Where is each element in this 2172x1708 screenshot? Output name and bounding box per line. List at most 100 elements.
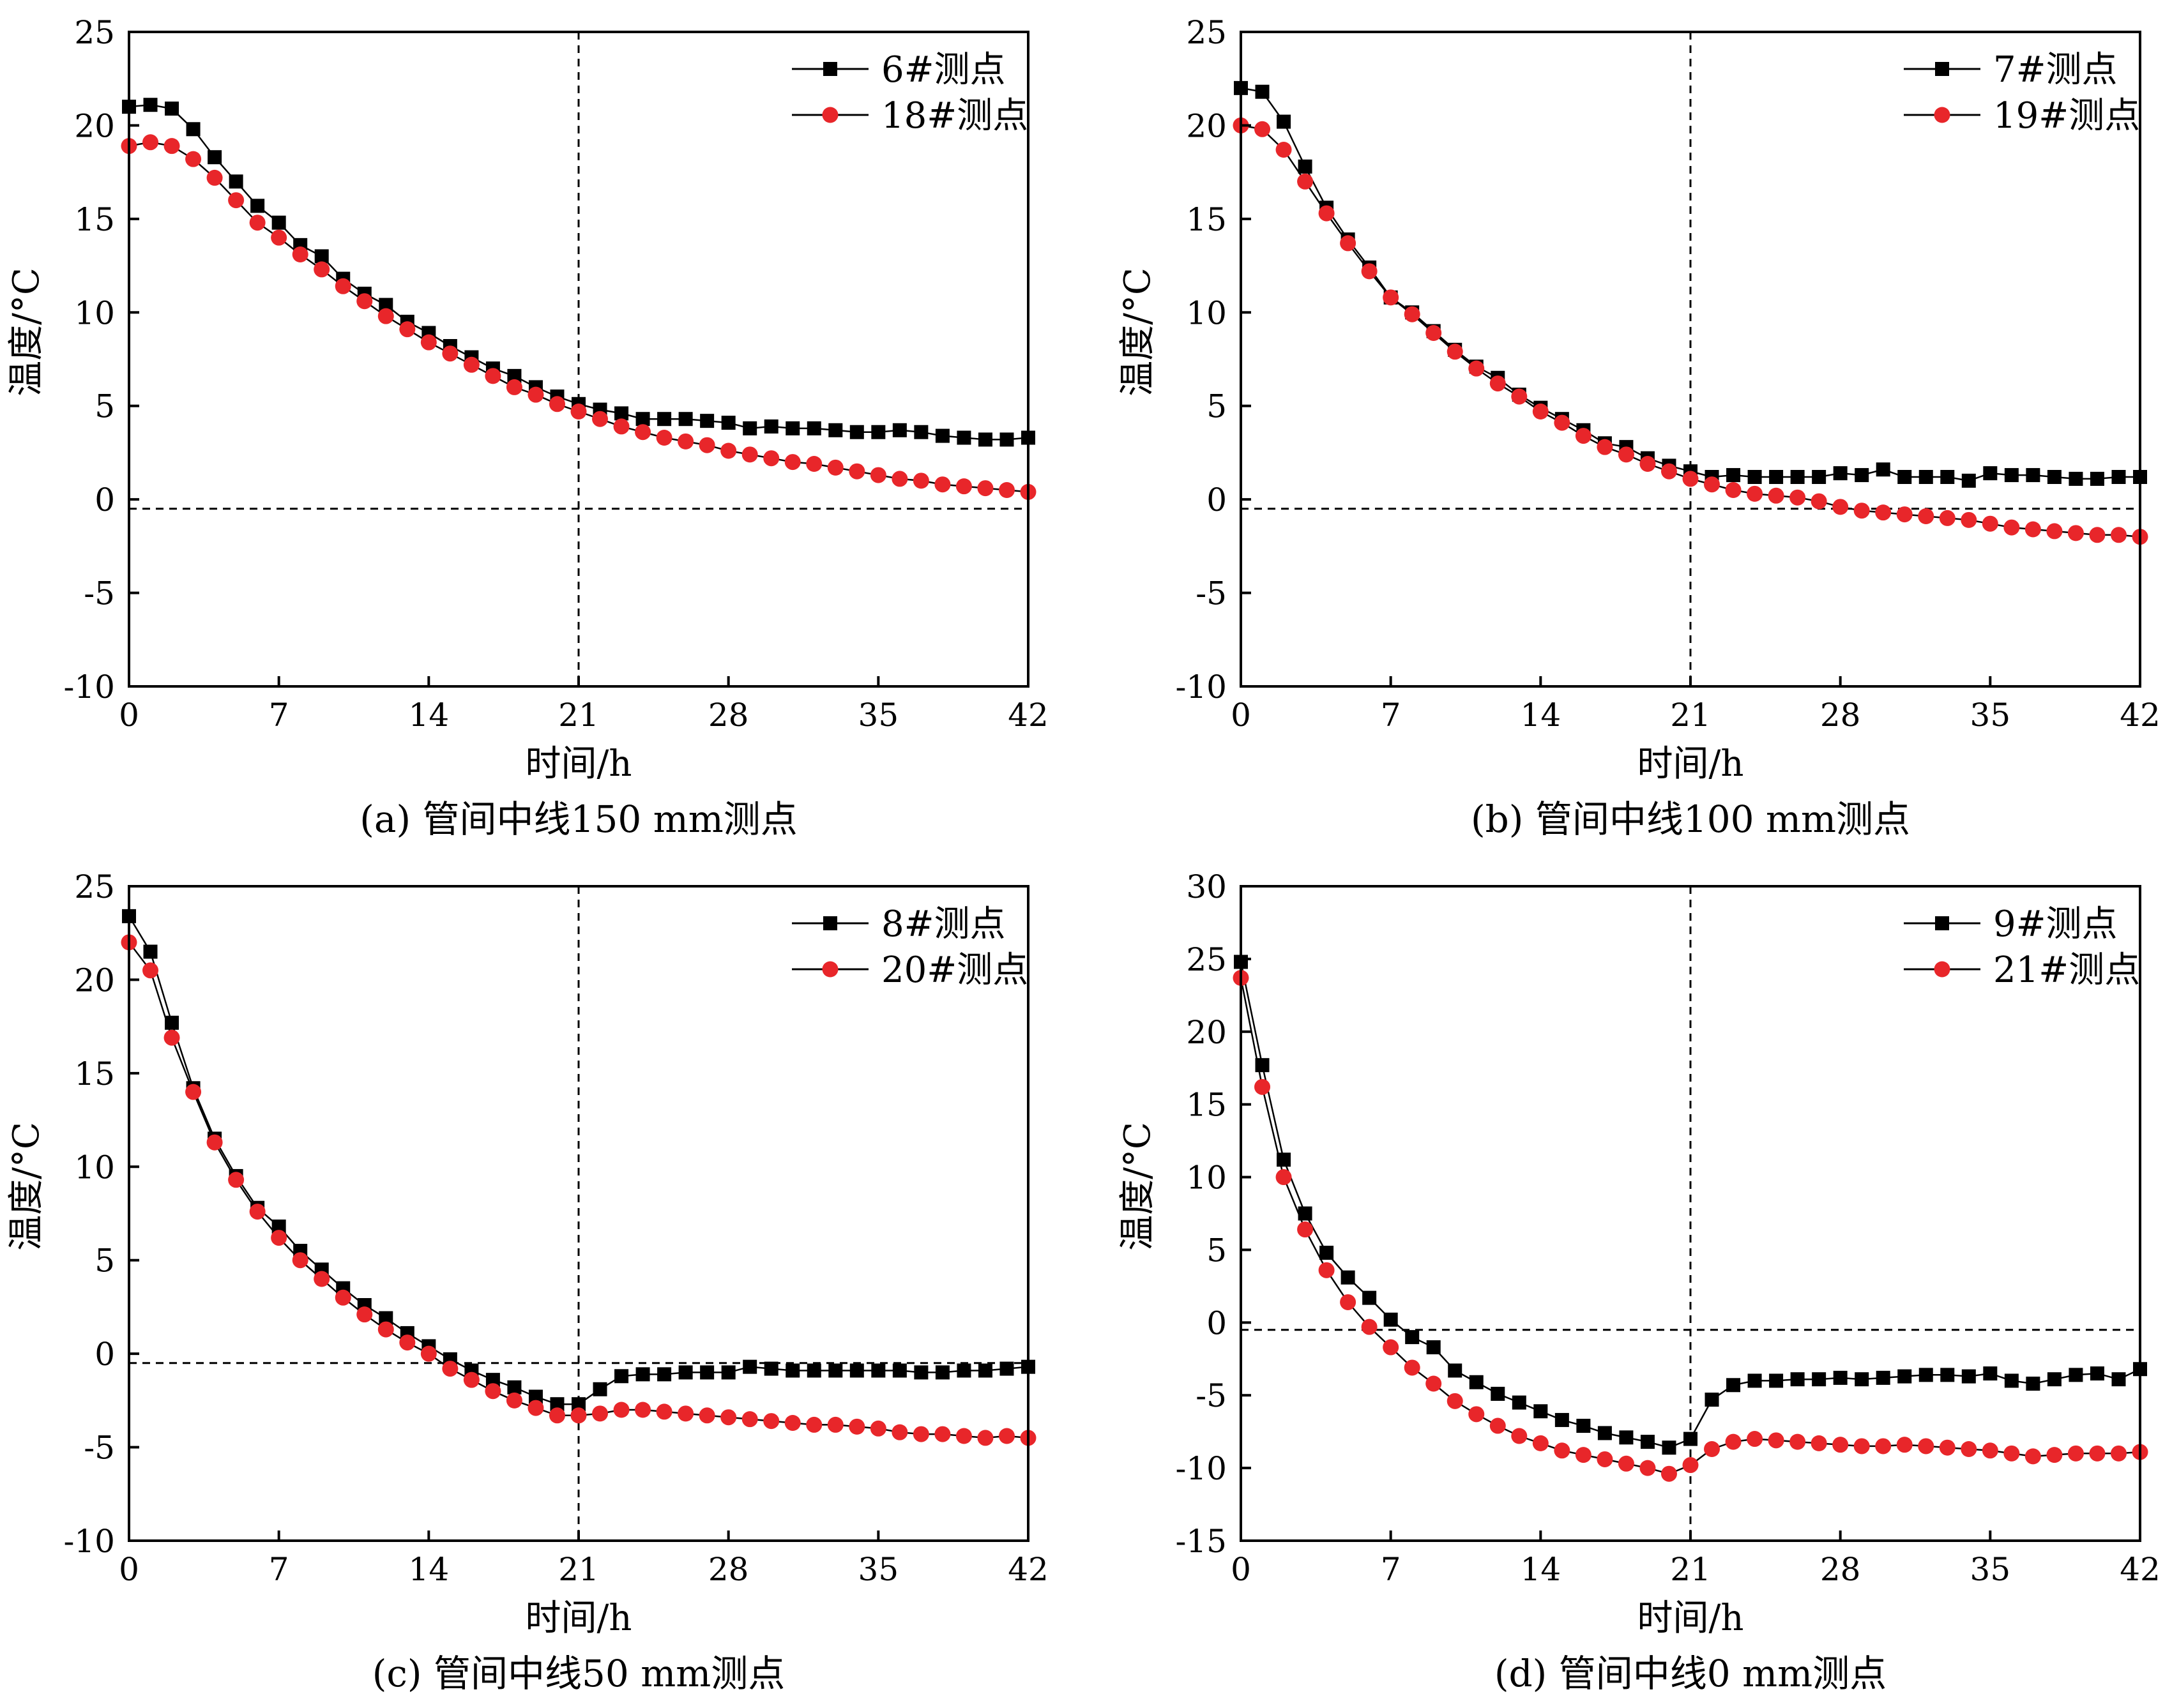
data-point bbox=[1705, 1393, 1719, 1407]
data-point bbox=[1340, 235, 1356, 252]
y-tick-label: 15 bbox=[74, 201, 115, 238]
data-point bbox=[2089, 1445, 2106, 1462]
data-point bbox=[635, 424, 651, 441]
data-point bbox=[1511, 1428, 1528, 1444]
x-tick-label: 21 bbox=[1670, 1551, 1711, 1588]
data-point bbox=[271, 1220, 286, 1234]
chart-panel-3: 0 7 14 21 28 35 42 -10 -5 0 5 10 15 20 25 时间/h 温度/°C (c) … bbox=[6, 868, 1049, 1695]
x-tick-label: 21 bbox=[558, 697, 599, 734]
data-point bbox=[786, 421, 800, 435]
data-point bbox=[1725, 1433, 1742, 1450]
data-point bbox=[1277, 114, 1291, 129]
data-point bbox=[1318, 205, 1335, 222]
data-point bbox=[1726, 1378, 1741, 1393]
data-point bbox=[1897, 470, 1912, 484]
data-point bbox=[849, 1363, 864, 1378]
data-point bbox=[163, 138, 180, 155]
x-tick-label: 28 bbox=[1820, 697, 1861, 734]
data-point bbox=[1832, 1437, 1849, 1453]
data-point bbox=[399, 1334, 416, 1351]
data-point bbox=[2047, 1372, 2062, 1387]
data-point bbox=[1405, 1330, 1420, 1345]
data-point bbox=[2026, 468, 2040, 483]
y-tick-label: 10 bbox=[1186, 294, 1227, 331]
data-point bbox=[1747, 470, 1762, 484]
data-point bbox=[271, 229, 287, 246]
data-point bbox=[1875, 1438, 1892, 1455]
data-point bbox=[1255, 84, 1270, 99]
data-point bbox=[2067, 525, 2084, 541]
data-point bbox=[1940, 470, 1955, 484]
data-point bbox=[314, 1271, 330, 1287]
y-tick-label: -5 bbox=[84, 575, 115, 612]
data-point bbox=[934, 1426, 951, 1442]
data-point bbox=[229, 174, 243, 189]
data-point bbox=[657, 1367, 672, 1382]
data-point bbox=[228, 1172, 245, 1188]
data-point bbox=[721, 1365, 736, 1380]
data-point bbox=[550, 1397, 565, 1412]
data-point bbox=[635, 1367, 650, 1382]
data-point bbox=[1982, 515, 1998, 532]
data-point bbox=[593, 1382, 607, 1396]
x-tick-label: 14 bbox=[1521, 697, 1561, 734]
panel-caption: (b) 管间中线100 mm测点 bbox=[1471, 797, 1910, 841]
legend-label: 21#测点 bbox=[1993, 949, 2140, 991]
data-point bbox=[1682, 1457, 1699, 1474]
data-point bbox=[1704, 1441, 1720, 1457]
data-point bbox=[463, 1372, 480, 1388]
x-tick-label: 0 bbox=[119, 1551, 139, 1588]
legend-label: 8#测点 bbox=[881, 903, 1006, 945]
data-point bbox=[1618, 446, 1634, 463]
data-point bbox=[1298, 1206, 1312, 1221]
x-tick-label: 28 bbox=[708, 1551, 749, 1588]
y-tick-label: -5 bbox=[1196, 1377, 1227, 1414]
data-point bbox=[2110, 1445, 2127, 1462]
data-point bbox=[613, 418, 630, 435]
data-point bbox=[1855, 1372, 1869, 1387]
data-point bbox=[2026, 1377, 2040, 1391]
data-point bbox=[1597, 1451, 1613, 1467]
data-point bbox=[1361, 263, 1378, 280]
chart-panel-2: 0 7 14 21 28 35 42 -10 -5 0 5 10 15 20 25 时间/h 温度/°C (b) … bbox=[1117, 14, 2161, 841]
data-point bbox=[206, 1134, 223, 1151]
y-tick-label: 0 bbox=[1206, 481, 1227, 518]
data-point bbox=[1426, 1340, 1441, 1355]
y-tick-label: -10 bbox=[63, 669, 115, 706]
data-point bbox=[592, 1405, 609, 1422]
data-point bbox=[635, 412, 650, 427]
y-tick-label: 25 bbox=[1186, 941, 1227, 978]
data-point bbox=[1983, 466, 1998, 481]
data-point bbox=[1768, 487, 1784, 504]
data-point bbox=[656, 430, 672, 446]
data-point bbox=[828, 423, 843, 437]
legend-marker bbox=[823, 916, 837, 930]
data-point bbox=[1811, 493, 1827, 510]
data-point bbox=[1554, 1412, 1569, 1427]
data-point bbox=[2046, 1447, 2063, 1463]
data-point bbox=[849, 425, 864, 439]
y-tick-label: 0 bbox=[95, 481, 115, 518]
x-tick-label: 0 bbox=[1231, 697, 1251, 734]
x-tick-label: 35 bbox=[858, 697, 899, 734]
data-point bbox=[934, 476, 951, 493]
data-point bbox=[549, 1407, 565, 1424]
data-point bbox=[935, 1365, 950, 1380]
data-point bbox=[1468, 360, 1485, 377]
data-point bbox=[743, 421, 757, 435]
data-point bbox=[271, 1230, 287, 1246]
x-tick-label: 0 bbox=[1231, 1551, 1251, 1588]
data-point bbox=[657, 412, 672, 427]
data-point bbox=[1683, 1432, 1697, 1446]
panel-caption: (c) 管间中线50 mm测点 bbox=[372, 1652, 785, 1695]
data-point bbox=[700, 1365, 715, 1380]
data-point bbox=[1812, 1372, 1826, 1387]
x-axis-title: 时间/h bbox=[526, 743, 632, 785]
data-point bbox=[185, 1084, 202, 1100]
x-tick-label: 0 bbox=[119, 697, 139, 734]
x-tick-label: 42 bbox=[2120, 697, 2161, 734]
y-tick-label: 25 bbox=[74, 868, 115, 905]
data-point bbox=[356, 293, 373, 310]
data-point bbox=[2004, 468, 2019, 483]
